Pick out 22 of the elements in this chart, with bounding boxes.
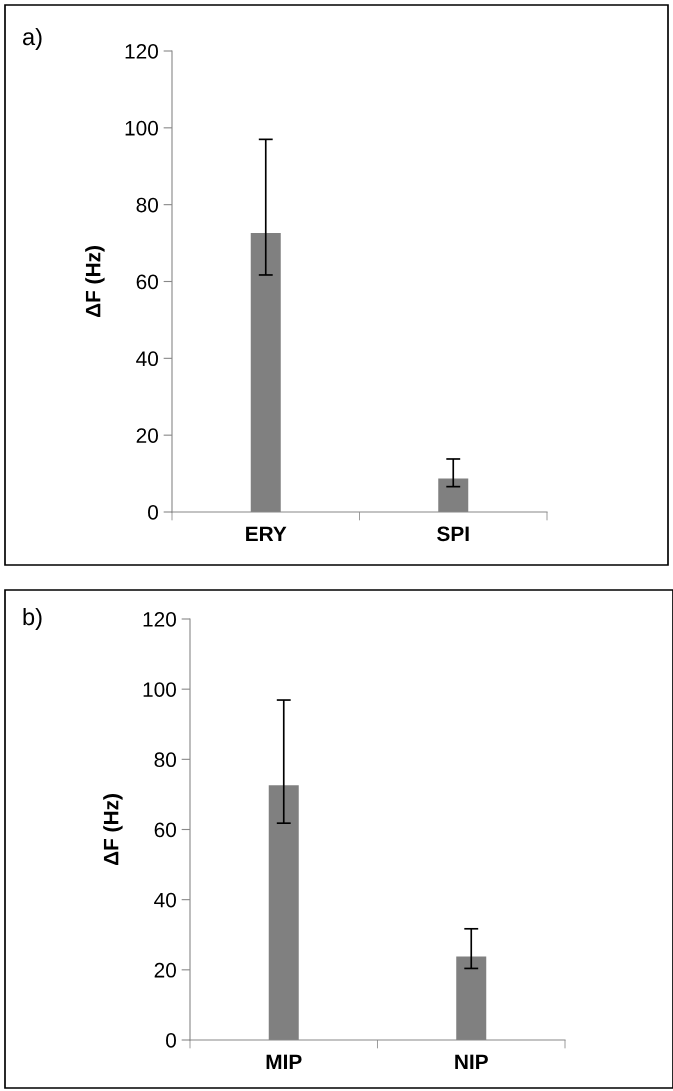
y-tick-label: 20 [154,962,176,978]
y-tick-label: 80 [136,197,158,213]
y-tick-label: 40 [136,351,158,367]
x-tick-label: MIP [266,1054,302,1069]
y-tick-label: 20 [136,428,158,443]
x-tick-label: SPI [437,526,469,542]
y-tick-label: 60 [136,274,158,290]
y-tick-label: 80 [154,752,176,768]
chart-title: a) [23,27,42,50]
chart-title: b) [23,607,42,630]
y-tick-label: 60 [154,822,176,838]
x-tick-label: ERY [246,526,287,541]
y-tick-label: 40 [154,892,176,908]
y-tick-label: 120 [125,44,158,59]
y-axis-title: ΔF (Hz) [103,794,123,866]
y-tick-label: 0 [166,1033,176,1048]
x-tick-label: NIP [455,1054,488,1069]
y-tick-label: 0 [148,505,158,520]
y-tick-label: 100 [125,120,158,136]
y-axis-title: ΔF (Hz) [85,246,105,318]
y-tick-label: 100 [143,682,176,697]
y-tick-label: 120 [143,612,176,627]
